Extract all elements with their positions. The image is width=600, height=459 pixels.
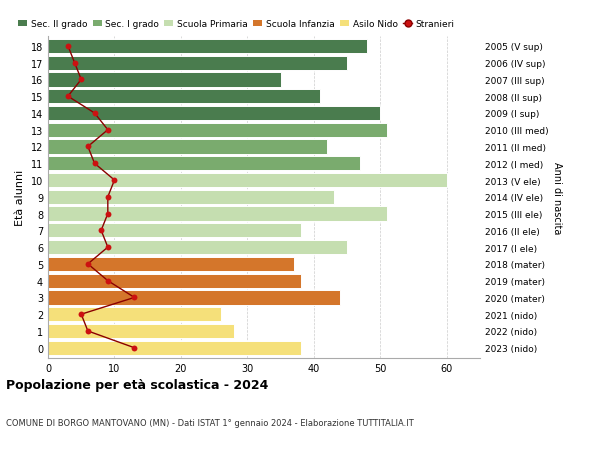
Bar — [48, 241, 347, 255]
Bar — [48, 274, 301, 288]
Point — [83, 328, 92, 335]
Point — [76, 311, 86, 318]
Bar — [48, 308, 221, 322]
Bar — [48, 291, 340, 305]
Point — [103, 194, 113, 201]
Point — [63, 93, 73, 101]
Bar — [48, 56, 347, 71]
Bar — [48, 207, 387, 221]
Bar — [48, 324, 234, 338]
Point — [97, 227, 106, 235]
Y-axis label: Età alunni: Età alunni — [15, 169, 25, 225]
Point — [83, 261, 92, 268]
Bar — [48, 73, 281, 87]
Point — [130, 294, 139, 302]
Point — [130, 344, 139, 352]
Bar — [48, 123, 387, 138]
Bar — [48, 224, 301, 238]
Point — [63, 43, 73, 50]
Bar — [48, 157, 361, 171]
Point — [103, 277, 113, 285]
Legend: Sec. II grado, Sec. I grado, Scuola Primaria, Scuola Infanzia, Asilo Nido, Stran: Sec. II grado, Sec. I grado, Scuola Prim… — [18, 20, 455, 29]
Bar — [48, 257, 294, 271]
Point — [103, 210, 113, 218]
Bar — [48, 140, 327, 154]
Point — [90, 160, 100, 168]
Bar — [48, 90, 320, 104]
Y-axis label: Anni di nascita: Anni di nascita — [553, 161, 562, 234]
Point — [103, 244, 113, 251]
Bar — [48, 106, 380, 121]
Bar — [48, 39, 367, 54]
Point — [70, 60, 79, 67]
Point — [76, 77, 86, 84]
Bar — [48, 174, 447, 188]
Text: COMUNE DI BORGO MANTOVANO (MN) - Dati ISTAT 1° gennaio 2024 - Elaborazione TUTTI: COMUNE DI BORGO MANTOVANO (MN) - Dati IS… — [6, 418, 414, 427]
Point — [90, 110, 100, 118]
Bar — [48, 341, 301, 355]
Point — [110, 177, 119, 185]
Point — [103, 127, 113, 134]
Text: Popolazione per età scolastica - 2024: Popolazione per età scolastica - 2024 — [6, 379, 268, 392]
Bar — [48, 190, 334, 204]
Point — [83, 144, 92, 151]
